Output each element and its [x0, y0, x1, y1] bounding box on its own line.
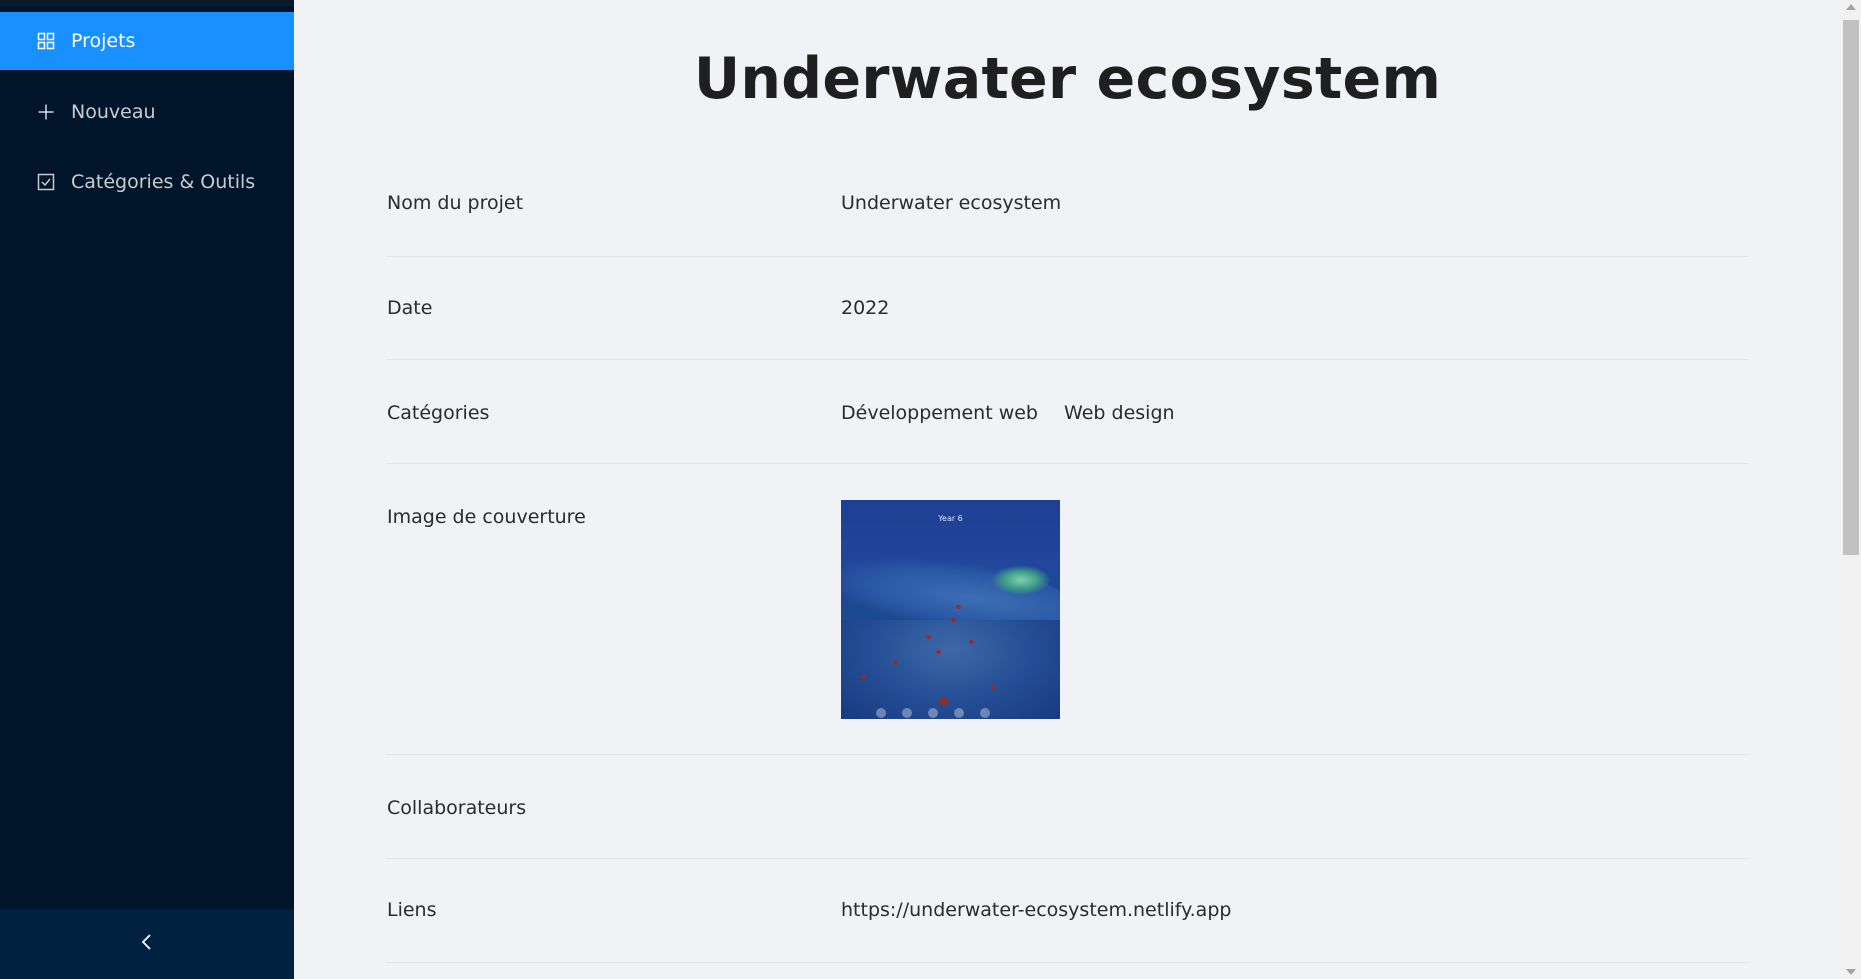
detail-row-name: Nom du projet Underwater ecosystem [387, 152, 1748, 257]
field-label: Liens [387, 899, 437, 921]
main-content: Underwater ecosystem Nom du projet Under… [294, 0, 1841, 979]
field-label: Date [387, 297, 433, 319]
detail-row-date: Date 2022 [387, 257, 1748, 360]
field-label: Catégories [387, 402, 490, 424]
cover-image-caption: Year 6 [938, 514, 963, 523]
checkbox-icon [36, 172, 56, 192]
sidebar: Projets Nouveau Catégories & Outils [0, 0, 294, 979]
detail-row-categories: Catégories Développement web Web design [387, 360, 1748, 464]
date-value: 2022 [841, 297, 890, 319]
categories-list: Développement web Web design [841, 402, 1195, 424]
vertical-scrollbar[interactable] [1841, 0, 1861, 979]
sidebar-item-label: Projets [71, 30, 136, 52]
sidebar-item-categories-outils[interactable]: Catégories & Outils [0, 153, 294, 211]
field-label: Collaborateurs [387, 797, 527, 819]
chevron-left-icon [140, 933, 154, 955]
appstore-icon [36, 31, 56, 51]
sidebar-collapse-button[interactable] [0, 909, 294, 979]
sidebar-item-nouveau[interactable]: Nouveau [0, 83, 294, 141]
detail-row-cover: Image de couverture Year 6 [387, 464, 1748, 755]
sidebar-item-label: Nouveau [71, 101, 156, 123]
cover-image[interactable]: Year 6 [841, 500, 1060, 719]
field-label: Image de couverture [387, 506, 586, 528]
detail-row-collaborators: Collaborateurs [387, 755, 1748, 859]
scroll-up-icon[interactable] [1846, 4, 1856, 10]
sidebar-item-projets[interactable]: Projets [0, 12, 294, 70]
field-label: Nom du projet [387, 192, 524, 214]
project-name-value: Underwater ecosystem [841, 192, 1062, 214]
plus-icon [36, 102, 56, 122]
scroll-down-icon[interactable] [1846, 969, 1856, 975]
category-tag: Développement web [841, 402, 1038, 424]
project-link[interactable]: https://underwater-ecosystem.netlify.app [841, 899, 1232, 921]
sidebar-item-label: Catégories & Outils [71, 171, 256, 193]
page-title: Underwater ecosystem [693, 46, 1442, 112]
detail-row-links: Liens https://underwater-ecosystem.netli… [387, 859, 1748, 963]
scrollbar-thumb[interactable] [1843, 20, 1859, 555]
category-tag: Web design [1064, 402, 1175, 424]
